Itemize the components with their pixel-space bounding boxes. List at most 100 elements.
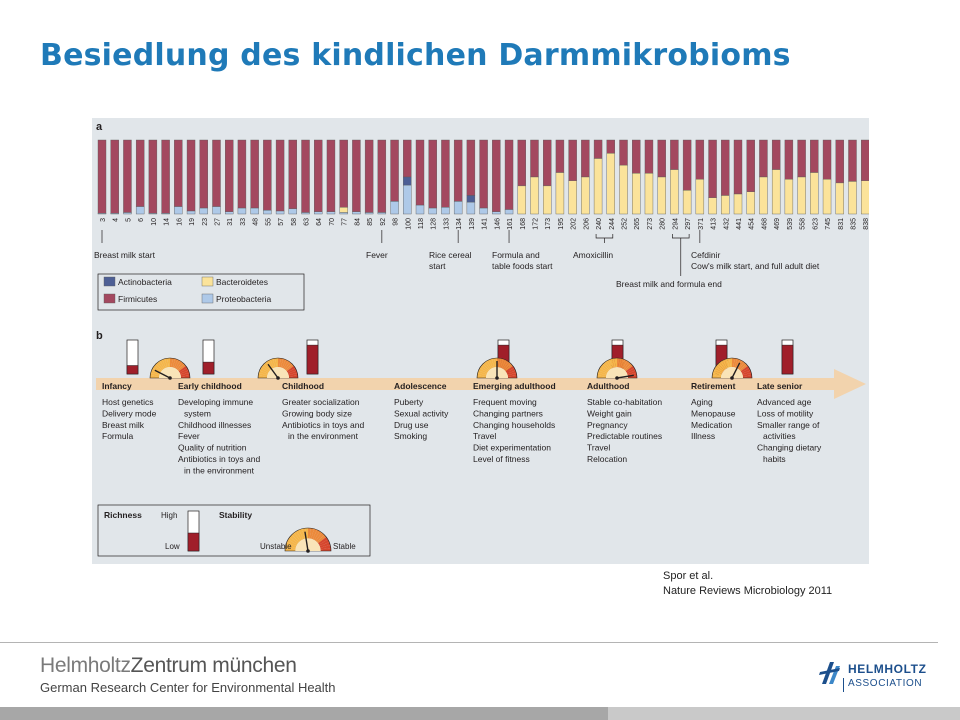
gauge-hub (276, 376, 280, 380)
bar-bacteroidetes-206 (581, 176, 590, 215)
gauge-segment (597, 372, 607, 377)
bar-firmicutes-280 (657, 139, 666, 178)
helmholtz-mark-icon (819, 662, 840, 684)
stage-factor: habits (763, 454, 786, 464)
stage-factor: Drug use (394, 420, 429, 430)
x-tick-label: 265 (634, 218, 641, 230)
bar-firmicutes-244 (606, 139, 615, 154)
gauge-segment (597, 370, 607, 376)
bar-bacteroidetes-173 (543, 185, 552, 215)
gauge-segment (296, 529, 304, 541)
bar-firmicutes-48 (250, 139, 259, 209)
bar-proteobacteria-92 (377, 212, 387, 215)
bar-firmicutes-4 (110, 139, 119, 214)
x-tick-label: 168 (520, 218, 527, 230)
gauge-segment (319, 542, 331, 548)
key-unstable-label: Unstable (260, 542, 292, 551)
bar-firmicutes-64 (314, 139, 323, 212)
key-stability-label: Stability (219, 510, 252, 520)
gauge-segment (504, 363, 513, 372)
gauge-segment (505, 365, 515, 373)
key-richness-tube (187, 510, 200, 552)
bar-firmicutes-838 (861, 139, 869, 181)
bar-bacteroidetes-280 (657, 176, 666, 215)
gauge-segment (502, 360, 510, 370)
gauge-segment (170, 358, 173, 368)
stage-name-7: Late senior (757, 381, 803, 391)
bar-firmicutes-141 (479, 139, 488, 209)
bar-bacteroidetes-468 (759, 176, 768, 215)
bar-firmicutes-240 (593, 139, 603, 159)
gauge-segment (164, 358, 169, 368)
bar-firmicutes-3 (97, 139, 107, 214)
stage-factor: Medication (691, 420, 732, 430)
gauge-segment (320, 547, 331, 551)
gauge-segment (742, 370, 752, 376)
richness-indicator-0 (126, 339, 139, 375)
x-tick-label: 4 (113, 218, 120, 222)
bar-bacteroidetes-831 (835, 182, 844, 215)
gauge-segment (314, 531, 323, 541)
gauge-segment (602, 362, 611, 371)
gauge-inner (295, 538, 321, 551)
gauge-segment (177, 363, 186, 372)
gauge-segment (607, 359, 613, 369)
gauge-segment (719, 360, 727, 370)
x-tick-label: 48 (253, 218, 260, 226)
gauge-segment (618, 358, 623, 368)
bar-proteobacteria-63 (301, 212, 310, 215)
legend-swatch-firmicutes (103, 293, 116, 304)
bar-firmicutes-128 (428, 139, 437, 209)
richness-indicator-2 (306, 339, 319, 375)
x-tick-label: 23 (202, 218, 209, 226)
gauge-segment (162, 358, 168, 368)
bar-firmicutes-16 (174, 139, 183, 207)
gauge-segment (275, 358, 278, 368)
stage-factor: Antibiotics in toys and (282, 420, 364, 430)
gauge-needle (267, 363, 279, 379)
association-bar (843, 678, 844, 692)
gauge-segment (167, 358, 170, 368)
gauge-outline (149, 357, 191, 379)
legend-swatch-bacteroidetes (201, 276, 214, 287)
x-tick-label: 70 (329, 218, 336, 226)
gauge-segment (507, 372, 517, 377)
x-tick-label: 77 (342, 218, 349, 226)
stage-factor: Smaller range of (757, 420, 820, 430)
bar-firmicutes-139 (466, 139, 476, 196)
gauge-segment (299, 528, 305, 540)
x-tick-label: 63 (304, 218, 311, 226)
gauge-segment (624, 363, 633, 372)
stability-gauge-1 (257, 357, 299, 380)
gauge-segment (150, 375, 160, 378)
annotation-label: Cow's milk start, and full adult diet (691, 261, 820, 271)
gauge-segment (258, 375, 268, 378)
bar-bacteroidetes-838 (861, 180, 869, 215)
x-tick-label: 469 (774, 218, 781, 230)
legend-box (97, 273, 305, 311)
gauge-segment (312, 529, 320, 541)
bar-firmicutes-454 (746, 139, 755, 192)
x-tick-label: 85 (367, 218, 374, 226)
gauge-segment (732, 358, 735, 368)
bar-firmicutes-6 (135, 139, 145, 207)
x-tick-label: 6 (138, 218, 145, 222)
x-tick-label: 454 (749, 218, 756, 230)
gauge-segment (722, 359, 728, 369)
bar-firmicutes-252 (619, 139, 628, 166)
x-tick-label: 134 (456, 218, 463, 230)
x-tick-label: 139 (469, 218, 476, 230)
bar-firmicutes-63 (301, 139, 310, 213)
x-tick-label: 16 (176, 218, 183, 226)
x-tick-label: 240 (596, 218, 603, 230)
x-tick-label: 623 (812, 218, 819, 230)
gauge-segment (625, 365, 635, 373)
stage-factor: Travel (587, 443, 610, 453)
bar-proteobacteria-77 (339, 212, 348, 215)
bar-firmicutes-98 (390, 139, 399, 202)
x-tick-label: 441 (736, 218, 743, 230)
bar-firmicutes-14 (161, 139, 170, 214)
bar-bacteroidetes-558 (797, 176, 806, 215)
gauge-segment (262, 363, 271, 372)
gauge-outline (596, 357, 638, 379)
